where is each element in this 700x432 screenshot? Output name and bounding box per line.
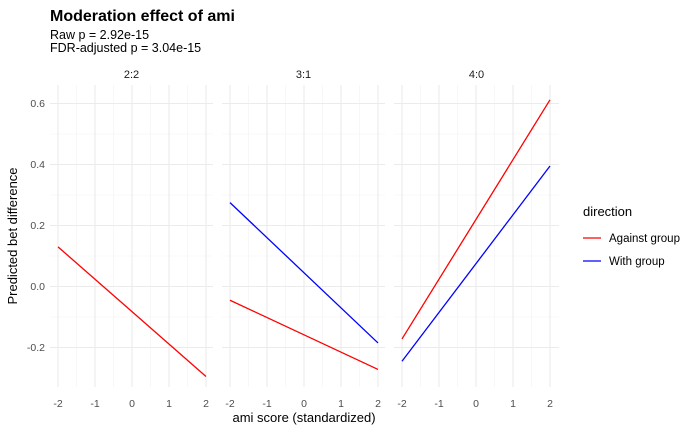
x-tick-label: 2 — [203, 398, 209, 410]
y-tick-label: 0.0 — [30, 281, 45, 293]
facet-strip-label: 4:0 — [469, 69, 484, 81]
x-tick-label: -1 — [262, 398, 271, 410]
facet-panel-4-0: 4:0 -2 -1 0 1 2 — [394, 69, 559, 410]
y-axis-title: Predicted bet difference — [5, 167, 20, 304]
x-tick-label: 1 — [510, 398, 516, 410]
x-tick-label: -1 — [90, 398, 99, 410]
legend: direction Against group With group — [583, 204, 680, 268]
series-line-against-group — [401, 99, 551, 340]
facet-panel-3-1: 3:1 -2 -1 0 1 2 — [222, 69, 385, 410]
y-tick-label: -0.2 — [27, 342, 45, 354]
y-tick-label: 0.4 — [30, 159, 45, 171]
x-tick-label: -2 — [53, 398, 62, 410]
series-line-with-group — [401, 165, 551, 362]
x-tick-label: -1 — [434, 398, 443, 410]
series-line-against-group — [57, 246, 207, 377]
y-tick-label: 0.6 — [30, 98, 45, 110]
chart-title: Moderation effect of ami — [50, 8, 235, 25]
x-tick-label: -2 — [225, 398, 234, 410]
x-tick-label: -2 — [397, 398, 406, 410]
y-tick-label: 0.2 — [30, 220, 45, 232]
legend-label-with-group: With group — [609, 256, 665, 268]
x-tick-label: 2 — [547, 398, 553, 410]
facet-panels: 2:2 -2 -1 0 1 2 3:1 -2 -1 0 1 2 4:0 -2 -1 0 1 2 — [50, 69, 559, 410]
facet-panel-2-2: 2:2 -2 -1 0 1 2 — [50, 69, 213, 410]
x-tick-label: 1 — [338, 398, 344, 410]
x-tick-label: 0 — [301, 398, 307, 410]
chart-subtitle-line-1: Raw p = 2.92e-15 — [50, 28, 149, 42]
x-axis-title: ami score (standardized) — [232, 410, 375, 425]
legend-title: direction — [583, 204, 632, 219]
facet-strip-label: 3:1 — [296, 69, 311, 81]
x-tick-label: 0 — [129, 398, 135, 410]
series-line-with-group — [229, 202, 379, 344]
series-line-against-group — [229, 299, 379, 371]
x-tick-label: 2 — [375, 398, 381, 410]
legend-label-against-group: Against group — [609, 233, 680, 245]
x-tick-label: 0 — [473, 398, 479, 410]
chart-subtitle-line-2: FDR-adjusted p = 3.04e-15 — [50, 41, 201, 55]
y-axis: -0.2 0.0 0.2 0.4 0.6 — [27, 98, 45, 354]
facet-strip-label: 2:2 — [124, 69, 139, 81]
x-tick-label: 1 — [166, 398, 172, 410]
